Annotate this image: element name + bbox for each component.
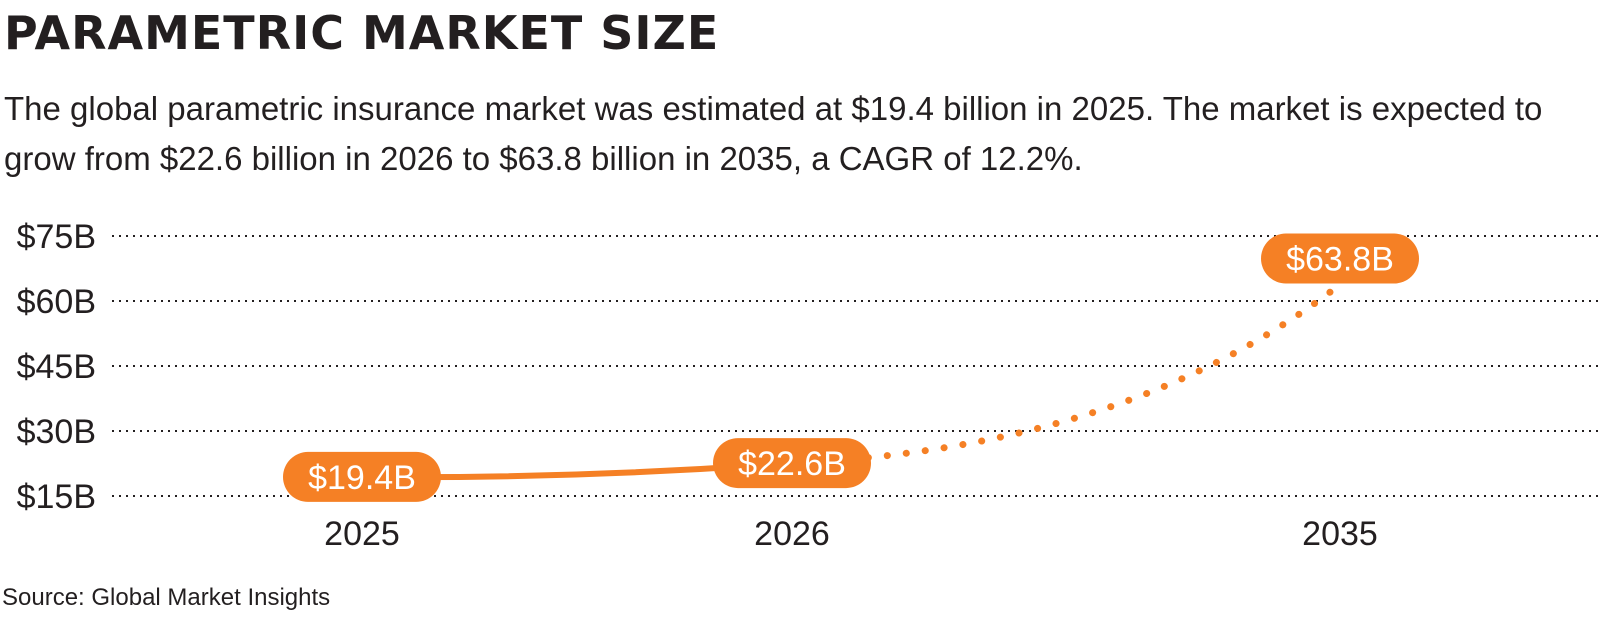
y-tick-label: $45B	[17, 348, 96, 386]
data-label: $19.4B	[308, 459, 416, 497]
y-tick-label: $30B	[17, 413, 96, 451]
chart-title: PARAMETRIC MARKET SIZE	[4, 6, 720, 60]
series-line-projection	[788, 281, 1344, 467]
y-tick-label: $60B	[17, 283, 96, 321]
y-tick-label: $15B	[17, 478, 96, 516]
x-tick-label: 2035	[1302, 515, 1378, 553]
data-point-marker	[1261, 233, 1419, 284]
data-point-marker	[713, 438, 871, 489]
data-label: $22.6B	[738, 445, 846, 483]
x-tick-label: 2026	[754, 515, 830, 553]
line-chart: $75B $60B $45B $30B $15B 2025 2026 2035 $19.4B $2…	[17, 218, 1598, 553]
data-point-marker	[283, 451, 441, 502]
chart-subtitle: The global parametric insurance market w…	[4, 90, 1543, 177]
y-tick-label: $75B	[17, 218, 96, 256]
source-note: Source: Global Market Insights	[2, 584, 331, 611]
x-tick-label: 2025	[324, 515, 400, 553]
data-label: $63.8B	[1286, 241, 1394, 279]
